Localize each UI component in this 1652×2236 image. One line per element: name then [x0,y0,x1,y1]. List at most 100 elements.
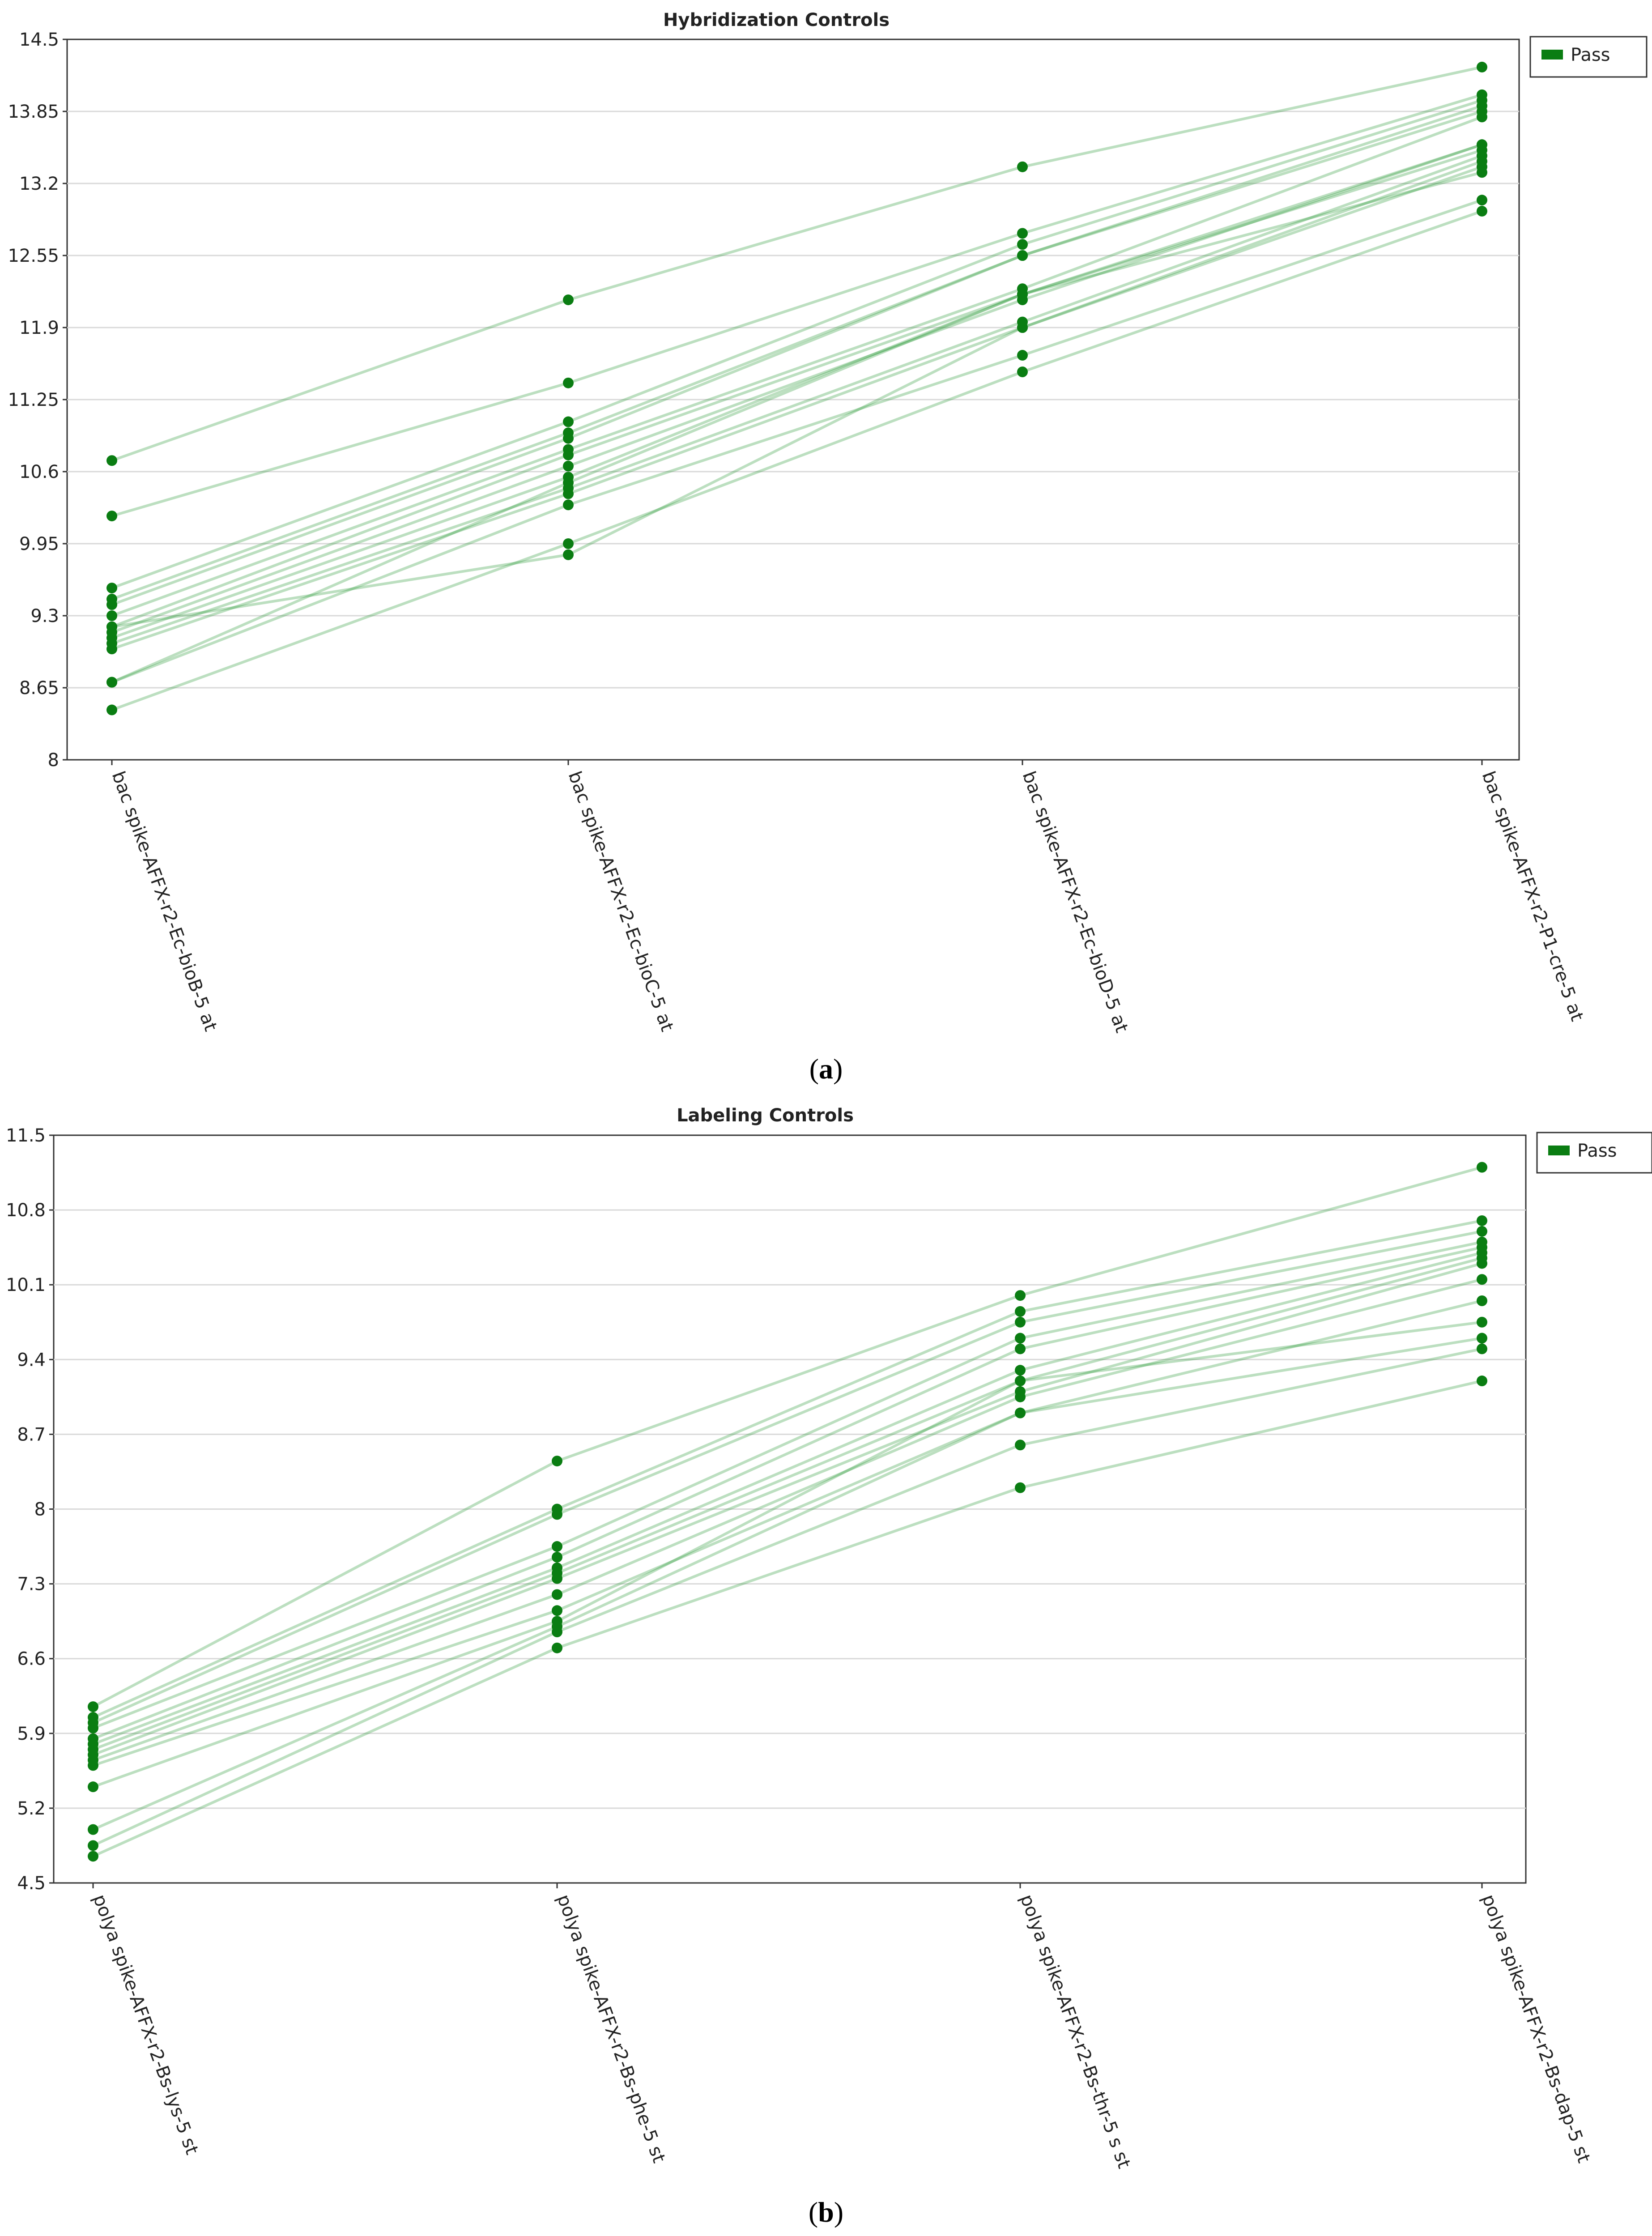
data-point [1477,1333,1487,1344]
y-axis-ticks: 11.5 10.8 10.1 9.4 8.7 8 7.3 6.6 5.9 5.2 4.5 [6,1125,54,1894]
series-line [111,115,1483,617]
data-point [1477,1258,1487,1269]
data-point [1477,1226,1487,1237]
data-point [106,621,117,632]
y-tick-label: 12.55 [8,246,59,266]
data-point [1017,250,1028,261]
chart-title: Hybridization Controls [663,10,890,30]
data-point [1015,1333,1026,1344]
y-tick-label: 11.9 [19,318,59,338]
y-tick-label: 14.5 [19,30,59,50]
y-tick-label: 11.5 [6,1125,46,1146]
data-point [552,1642,562,1653]
data-point [1015,1407,1026,1418]
series-line [111,149,1482,639]
data-point [552,1589,562,1600]
y-tick-label: 5.9 [17,1724,46,1744]
data-point [1477,1376,1487,1387]
y-tick-label: 10.8 [6,1200,46,1221]
caption-b-letter: b [818,2196,834,2228]
data-point [88,1824,98,1835]
series-line [92,1251,1482,1746]
y-tick-label: 9.95 [19,534,59,554]
series-line [92,1256,1482,1751]
series-line [111,104,1482,601]
y-tick-label: 6.6 [17,1649,46,1670]
data-point [106,704,117,716]
caption-a: (a) [809,1053,843,1085]
data-point [106,599,117,610]
data-point [563,377,574,388]
series-line [111,93,1482,517]
y-tick-label: 4.5 [17,1873,46,1894]
series-line [111,160,1483,628]
data-point [88,1781,98,1793]
y-tick-label: 8 [34,1499,46,1520]
data-point [1015,1482,1026,1493]
data-point [563,477,574,488]
data-point [563,488,574,499]
data-point [1017,322,1028,333]
y-tick-label: 8 [48,750,59,771]
data-point [1017,366,1028,378]
legend[interactable]: Pass [1529,36,1648,78]
chart-title: Labeling Controls [677,1105,854,1126]
series-line [111,110,1482,606]
data-point [552,1551,562,1563]
data-point [1017,289,1028,300]
data-point [563,294,574,306]
series-line [111,171,1482,684]
data-point [88,1760,98,1771]
data-point [563,433,574,444]
y-tick-label: 13.85 [8,102,59,122]
series-line [92,1347,1482,1847]
data-point [1015,1290,1026,1301]
data-point [552,1456,562,1467]
data-point [1015,1391,1026,1402]
series-line [111,65,1482,462]
data-point [106,643,117,655]
data-point [88,1722,98,1733]
data-point [1477,1215,1487,1226]
series-line [92,1166,1482,1708]
y-tick-label: 8.65 [19,678,59,698]
data-point [106,677,117,688]
series-line [111,99,1482,589]
grid-lines [67,111,1519,689]
data-point [1015,1306,1026,1317]
y-tick-label: 7.3 [17,1574,46,1595]
series-line [92,1337,1482,1831]
data-point [1015,1316,1026,1328]
data-point [1017,228,1028,239]
series-line [111,199,1482,684]
data-point [563,416,574,427]
y-tick-label: 8.7 [17,1424,46,1445]
series-line [92,1262,1482,1756]
legend-label: Pass [1577,1141,1617,1161]
data-point [1477,1162,1487,1173]
data-point [1015,1440,1026,1451]
series-line [111,143,1482,628]
data-point [1017,161,1028,172]
hybridization-controls-chart: Hybridization Controls 14.5 13.85 13.2 12.5… [8,10,1648,1085]
y-tick-label: 10.1 [6,1275,46,1295]
data-point [552,1509,562,1520]
caption-a-letter: a [819,1053,833,1085]
y-tick-label: 10.6 [19,462,59,482]
data-point [1477,61,1487,72]
data-point [1017,349,1028,361]
data-points [88,1162,1487,1862]
data-point [106,455,117,466]
data-point [106,583,117,594]
legend[interactable]: Pass [1536,1132,1652,1174]
y-tick-label: 13.2 [19,174,59,194]
series-line [92,1380,1482,1858]
series-line [92,1278,1482,1762]
data-point [1477,205,1487,217]
data-point [1477,1274,1487,1285]
data-point [1477,156,1487,167]
data-point [106,610,117,621]
data-point [563,460,574,472]
series-line [111,210,1482,711]
